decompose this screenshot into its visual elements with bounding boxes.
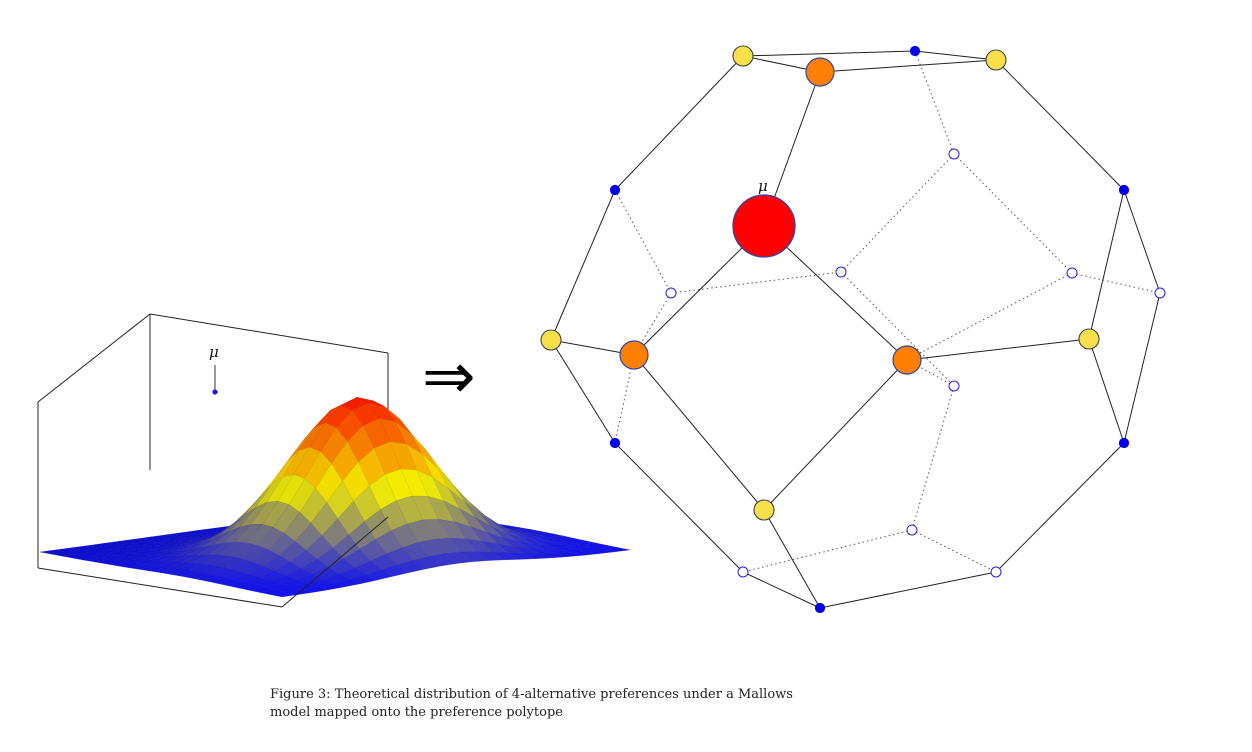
polytope-hidden-edge <box>614 189 672 294</box>
polytope-edge <box>819 59 997 73</box>
polytope-hidden-edge <box>742 529 913 573</box>
polytope-edge <box>550 189 616 341</box>
vertex-hollow <box>1154 287 1166 299</box>
vertex-peak <box>732 194 796 258</box>
vertex-rank2 <box>985 49 1007 71</box>
vertex-hollow <box>835 266 847 278</box>
surface-cell <box>270 592 298 598</box>
vertex-hollow <box>990 566 1002 578</box>
caption-line-1: Figure 3: Theoretical distribution of 4-… <box>270 687 793 702</box>
polytope-edge <box>763 509 821 609</box>
mallows-surface-plot: μ <box>37 313 631 608</box>
polytope-hidden-edge <box>906 272 1073 361</box>
polytope-edge <box>995 59 1125 191</box>
polytope-edge <box>614 55 744 191</box>
vertex-filled <box>609 437 621 449</box>
polytope-hidden-edge <box>614 354 635 444</box>
polytope-vertices <box>540 45 1166 614</box>
vertex-rank2 <box>732 45 754 67</box>
polytope-edge <box>1088 338 1125 444</box>
polytope-edge <box>914 50 997 61</box>
caption-line-2: model mapped onto the preference polytop… <box>270 705 563 720</box>
polytope-hidden-edge <box>911 529 997 573</box>
polytope-hidden-edge <box>914 50 955 155</box>
plot-box-back <box>37 313 389 568</box>
polytope-hidden-edge <box>911 385 955 531</box>
polytope-edge <box>763 225 908 361</box>
polytope-hidden-edge <box>1071 272 1161 294</box>
polytope-edge <box>819 571 997 609</box>
polytope-hidden-edge <box>633 292 672 356</box>
vertex-hollow <box>948 148 960 160</box>
vertex-filled <box>814 602 826 614</box>
surface-mesh <box>39 397 631 598</box>
preference-polytope: μ <box>540 45 1166 614</box>
vertex-filled <box>1118 184 1130 196</box>
vertex-filled <box>609 184 621 196</box>
mu-label-right: μ <box>758 177 768 195</box>
vertex-filled <box>909 45 921 57</box>
mu-label-left: μ <box>209 343 219 361</box>
vertex-rank1 <box>619 340 649 370</box>
polytope-hidden-edge <box>953 153 1073 274</box>
mu-point-left <box>212 389 218 395</box>
polytope-edge <box>1088 189 1125 340</box>
vertex-hollow <box>906 524 918 536</box>
hidden-edges <box>614 50 1161 573</box>
vertex-rank1 <box>805 57 835 87</box>
vertex-rank2 <box>540 329 562 351</box>
polytope-hidden-edge <box>670 271 842 294</box>
polytope-hidden-edge <box>840 153 955 273</box>
polytope-edge <box>763 359 908 511</box>
polytope-edge <box>550 339 616 444</box>
polytope-edge <box>1123 189 1161 294</box>
vertex-rank2 <box>1078 328 1100 350</box>
vertex-rank2 <box>753 499 775 521</box>
vertex-filled <box>1118 437 1130 449</box>
polytope-edge <box>614 442 744 573</box>
polytope-edge <box>742 50 916 57</box>
vertex-hollow <box>737 566 749 578</box>
vertex-rank1 <box>892 345 922 375</box>
polytope-edge <box>633 354 765 511</box>
visible-edges <box>550 50 1161 609</box>
plot-box-front <box>37 516 389 608</box>
polytope-edge <box>742 571 821 609</box>
polytope-edge <box>906 338 1090 361</box>
vertex-hollow <box>665 287 677 299</box>
figure-caption: Figure 3: Theoretical distribution of 4-… <box>270 686 990 722</box>
polytope-edge <box>1123 292 1161 444</box>
vertex-hollow <box>1066 267 1078 279</box>
polytope-edge <box>995 442 1125 573</box>
implies-arrow: ⇒ <box>422 340 476 414</box>
vertex-hollow <box>948 380 960 392</box>
